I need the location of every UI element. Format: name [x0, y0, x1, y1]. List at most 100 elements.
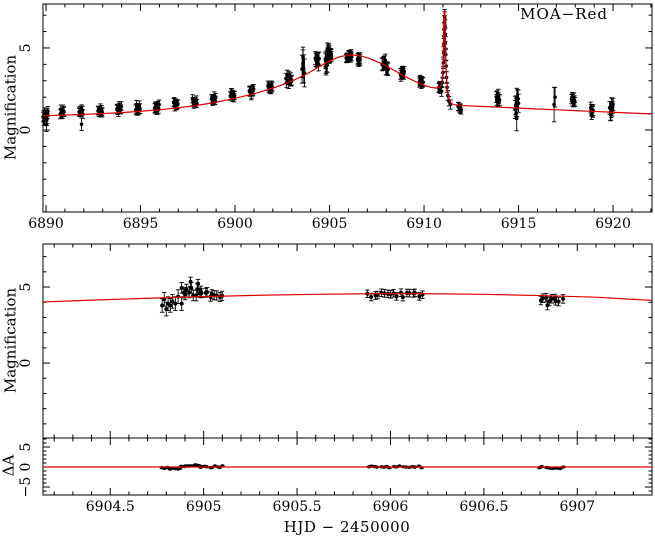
data-point	[541, 296, 546, 301]
data-point	[205, 290, 210, 295]
data-point	[164, 307, 169, 312]
data-point	[545, 303, 550, 308]
data-point	[402, 69, 407, 74]
y-tick-label: 5	[18, 443, 34, 452]
x-tick-label: 6920	[595, 216, 631, 232]
data-point	[558, 466, 562, 471]
data-point	[417, 294, 422, 299]
data-point	[176, 102, 180, 106]
data-point	[516, 101, 521, 106]
data-point	[168, 467, 172, 471]
panel-frame	[42, 243, 653, 439]
data-point	[561, 296, 566, 301]
model-curve	[42, 293, 653, 303]
model-curve	[42, 10, 653, 117]
data-point	[189, 285, 194, 290]
data-point	[302, 71, 307, 75]
data-point	[610, 105, 615, 110]
data-point	[195, 101, 199, 106]
data-point	[168, 303, 173, 308]
axis-title-magnification-top: Magnification	[1, 54, 20, 161]
data-point	[176, 294, 181, 299]
data-point	[439, 89, 444, 94]
data-point	[459, 108, 463, 112]
data-point	[119, 104, 124, 108]
data-point	[196, 281, 201, 286]
x-tick-label: 6905	[312, 216, 348, 232]
data-point	[184, 287, 189, 292]
data-point	[400, 295, 405, 300]
panel-bottom: 6904.5 6905 6905.5 6906 6906.5 6907 −5 0 5	[18, 437, 653, 515]
x-tick-label: 6905.5	[273, 499, 322, 515]
data-point	[157, 102, 161, 107]
data-point	[301, 55, 305, 59]
axis-title-delta-a: ΔA	[0, 454, 18, 477]
data-point	[79, 122, 84, 127]
data-point	[138, 106, 142, 111]
data-point	[369, 295, 374, 300]
data-point	[325, 63, 329, 67]
y-tick-label: 0	[18, 359, 34, 368]
x-tick-label: 6915	[501, 216, 537, 232]
x-tick-label: 6900	[217, 216, 253, 232]
y-tick-label: 5	[18, 44, 34, 53]
data-point	[407, 291, 412, 296]
data-point	[349, 54, 354, 59]
data-point	[556, 299, 561, 304]
data-point	[316, 62, 321, 67]
x-tick-label: 6910	[406, 216, 442, 232]
y-tick-label: −5	[18, 477, 34, 498]
data-point	[46, 109, 50, 114]
data-point	[188, 279, 193, 284]
data-point	[193, 463, 198, 467]
panel-frame	[42, 3, 653, 213]
data-point	[160, 303, 165, 308]
x-tick-label: 6904.5	[86, 499, 135, 515]
data-point	[497, 98, 502, 102]
data-point	[611, 102, 615, 107]
data-point	[547, 299, 552, 304]
data-point	[329, 54, 334, 59]
data-point	[383, 58, 388, 63]
data-point	[421, 80, 425, 84]
axis-title-hjd: HJD − 2450000	[283, 518, 411, 536]
data-point	[394, 294, 399, 299]
data-points	[40, 8, 616, 132]
y-tick-label: 5	[18, 283, 34, 292]
data-point	[514, 116, 519, 121]
data-points	[159, 276, 566, 317]
x-tick-label: 6895	[123, 216, 159, 232]
data-point	[301, 67, 306, 71]
x-tick-label: 6906	[373, 499, 409, 515]
x-tick-label: 6906.5	[459, 499, 508, 515]
data-point	[553, 95, 557, 99]
data-point	[549, 296, 554, 301]
data-point	[44, 122, 49, 127]
dataset-label: MOA−Red	[520, 5, 608, 23]
x-tick-label: 6907	[559, 499, 595, 515]
data-point	[251, 87, 256, 91]
y-tick-label: 0	[18, 463, 34, 472]
axis-title-magnification-middle: Magnification	[1, 287, 20, 394]
data-point	[173, 301, 178, 306]
data-point	[386, 67, 391, 72]
data-point	[194, 98, 199, 102]
y-tick-label: 0	[18, 126, 34, 135]
panel-middle: 05	[18, 243, 653, 439]
panel-top: 6890 6895 6900 6905 6910 6915 6920 0 5	[18, 3, 653, 232]
data-point	[179, 285, 184, 290]
x-tick-label: 6905	[186, 499, 222, 515]
data-point	[187, 290, 192, 295]
data-point	[170, 299, 175, 304]
data-point	[317, 56, 321, 61]
data-point	[573, 100, 577, 104]
data-point	[179, 301, 184, 306]
x-tick-label: 6890	[28, 216, 64, 232]
data-point	[213, 95, 218, 100]
data-point	[199, 291, 204, 296]
data-point	[62, 110, 66, 114]
data-point	[232, 93, 237, 98]
data-point	[358, 58, 362, 62]
